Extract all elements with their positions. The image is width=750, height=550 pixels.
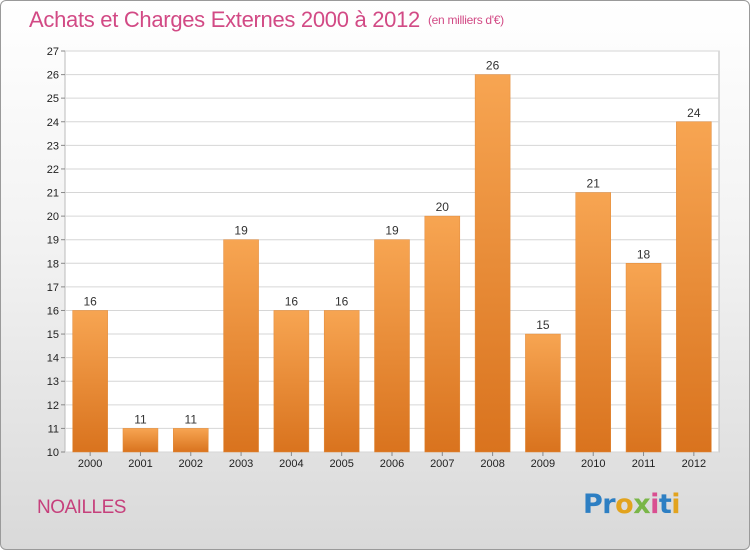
chart-title: Achats et Charges Externes 2000 à 2012 (e… [29,7,504,33]
bar-value-label: 11 [185,412,198,426]
bars: 16 11 11 19 16 16 19 20 26 15 21 18 24 [72,59,712,453]
bar [625,263,662,453]
bar [676,121,712,453]
x-tick-label: 2002 [179,458,203,470]
bar [72,310,108,453]
y-tick-label: 15 [47,329,59,341]
bar [424,215,461,453]
bar [525,333,561,453]
bar-value-label: 19 [234,224,248,238]
bar [575,192,611,453]
logo-letter: i [671,489,681,520]
x-tick-label: 2009 [531,458,555,470]
bar-value-label: 21 [587,177,601,191]
bar-value-label: 15 [536,318,550,332]
bar-value-label: 26 [486,59,500,73]
x-tick-label: 2012 [682,458,706,470]
bar [273,310,310,453]
bar-value-label: 20 [436,200,450,214]
y-tick-label: 13 [47,376,59,388]
x-tick-label: 2007 [430,458,454,470]
bar-value-label: 24 [687,106,701,120]
y-axis: 10 11 12 13 14 15 16 17 18 19 20 21 22 23 24 25 26 27 [47,46,65,459]
x-tick-label: 2005 [329,458,353,470]
y-tick-label: 17 [47,282,59,294]
y-tick-label: 23 [47,140,59,152]
bar-value-label: 18 [637,247,651,261]
y-tick-label: 26 [47,70,59,82]
commune-name: NOAILLES [37,497,126,518]
y-tick-label: 16 [47,305,59,317]
y-tick-label: 11 [48,423,59,435]
y-tick-label: 27 [47,46,59,58]
bar-value-label: 16 [83,294,97,308]
y-tick-label: 25 [47,93,59,105]
logo-letter: P [583,489,603,520]
bar [474,74,511,453]
x-tick-label: 2011 [632,458,656,470]
y-tick-label: 22 [47,164,59,176]
logo-letter: i [650,489,659,520]
bar [374,239,410,453]
bar [173,428,209,453]
chart-title-text: Achats et Charges Externes 2000 à 2012 [29,7,420,32]
logo-letter: t [658,489,672,520]
x-tick-label: 2010 [581,458,605,470]
logo-letter: r [602,489,616,520]
x-tick-label: 2001 [128,458,152,470]
y-tick-label: 19 [47,235,59,247]
x-tick-label: 2006 [380,458,404,470]
bar-value-label: 19 [385,224,399,238]
bar [323,310,360,453]
y-tick-label: 18 [47,258,59,270]
y-tick-label: 12 [47,400,59,412]
y-tick-label: 21 [47,188,59,200]
y-tick-label: 10 [47,447,59,459]
y-tick-label: 24 [47,117,59,129]
x-tick-label: 2004 [279,458,303,470]
y-tick-label: 14 [47,353,59,365]
bar [122,428,159,453]
x-tick-label: 2000 [78,458,102,470]
x-tick-label: 2003 [229,458,253,470]
bar-value-label: 16 [285,294,299,308]
proxiti-logo[interactable]: Proxiti [583,489,681,520]
logo-letter: x [633,489,651,520]
y-tick-label: 20 [47,211,59,223]
bar-value-label: 16 [335,294,349,308]
x-axis: 2000 2001 2002 2003 2004 2005 2006 2007 2008 2009… [78,452,706,470]
bar [223,239,259,453]
x-tick-label: 2008 [480,458,504,470]
chart-unit: (en milliers d'€) [427,13,504,27]
logo-letter: o [615,489,634,520]
bar-value-label: 11 [134,412,147,426]
